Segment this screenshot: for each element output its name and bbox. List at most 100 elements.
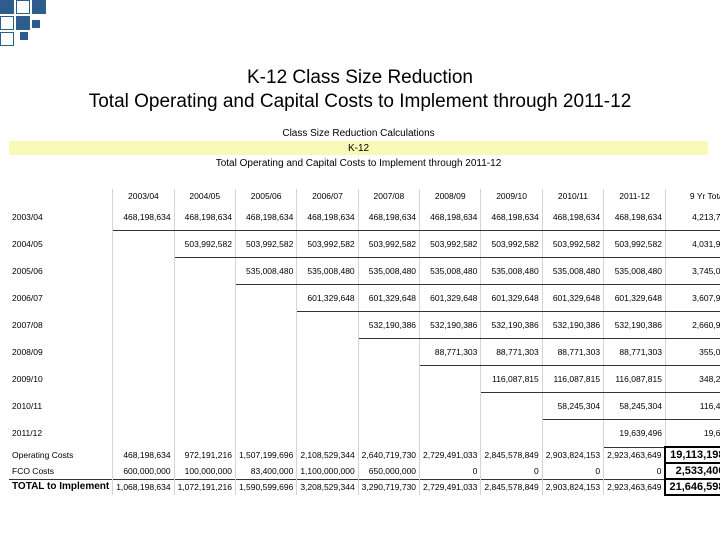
table-row: 2006/07 601,329,648 601,329,648 601,329,648…	[9, 284, 720, 312]
table-cell: 532,190,386	[603, 311, 666, 339]
table-cell: 503,992,582	[174, 230, 236, 258]
table-cell: 503,992,582	[480, 230, 543, 258]
table-cell: 88,771,303	[603, 338, 666, 366]
table-cell	[358, 419, 421, 447]
square-1	[0, 0, 14, 14]
square-2	[16, 0, 30, 14]
table-cell: 503,992,582	[603, 230, 666, 258]
table-cell	[174, 392, 236, 420]
table-cell: 58,245,304	[542, 392, 605, 420]
table-cell: 468,198,634	[112, 204, 175, 231]
table-cell: 2,660,951,930	[665, 311, 720, 339]
table-cell: 116,490,608	[665, 392, 720, 420]
square-8	[20, 32, 28, 40]
table-cell	[235, 311, 298, 339]
total-cell: 0	[542, 463, 605, 479]
table-cell: 535,008,480	[296, 257, 359, 285]
table-cell: 532,190,386	[419, 311, 482, 339]
grand-total-cell: 21,646,598,764	[664, 478, 720, 496]
table-cell: 468,198,634	[235, 204, 298, 231]
cost-table: 2003/04 2004/05 2005/06 2006/07 2007/08 …	[9, 189, 720, 496]
total-cell: 3,290,719,730	[358, 478, 421, 495]
table-cell: 348,263,443	[665, 365, 720, 393]
row-label: 2009/10	[9, 365, 114, 393]
total-cell: 3,208,529,344	[296, 478, 359, 495]
table-cell	[296, 419, 359, 447]
table-cell: 601,329,648	[480, 284, 543, 312]
table-cell	[112, 365, 175, 393]
table-cell	[542, 419, 605, 447]
square-4	[0, 16, 14, 30]
table-cell	[296, 392, 359, 420]
total-cell: 2,845,578,849	[480, 447, 543, 463]
table-cell	[235, 338, 298, 366]
table-cell	[358, 392, 421, 420]
total-cell: 650,000,000	[358, 463, 421, 479]
table-cell	[174, 311, 236, 339]
square-3	[32, 0, 46, 14]
table-cell: 468,198,634	[419, 204, 482, 231]
table-cell: 116,087,815	[603, 365, 666, 393]
table-cell: 601,329,648	[419, 284, 482, 312]
table-cell: 601,329,648	[542, 284, 605, 312]
total-cell: 2,923,463,649	[603, 447, 666, 463]
total-cell: 972,191,216	[174, 447, 236, 463]
square-7	[32, 20, 40, 28]
row-label: 2003/04	[9, 204, 114, 231]
table-cell: 88,771,303	[480, 338, 543, 366]
sheet-subtitle: Total Operating and Capital Costs to Imp…	[215, 158, 502, 169]
row-label: 2004/05	[9, 230, 114, 258]
table-row: 2008/09 88,771,303 88,771,303 88,771,303 88,…	[9, 338, 720, 366]
table-cell	[112, 392, 175, 420]
table-row: 2007/08 532,190,386 532,190,386 532,190,386…	[9, 311, 720, 339]
table-cell	[174, 284, 236, 312]
total-cell: 1,100,000,000	[296, 463, 359, 479]
total-label: Operating Costs	[9, 447, 114, 463]
sheet-subheading: K-12	[347, 143, 370, 154]
col-header: 9 Yr Total	[665, 189, 720, 204]
table-cell: 532,190,386	[480, 311, 543, 339]
table-cell: 503,992,582	[358, 230, 421, 258]
total-cell: 0	[419, 463, 482, 479]
table-cell	[419, 419, 482, 447]
table-cell	[296, 311, 359, 339]
title-line-1: K-12 Class Size Reduction	[247, 67, 473, 88]
table-row: 2009/10 116,087,815 116,087,815 116,087,815…	[9, 365, 720, 393]
table-cell	[174, 365, 236, 393]
table-cell: 3,607,977,888	[665, 284, 720, 312]
spreadsheet: Class Size Reduction Calculations K-12 T…	[9, 125, 720, 497]
total-cell: 1,072,191,216	[174, 478, 236, 495]
table-cell: 535,008,480	[235, 257, 298, 285]
table-cell: 503,992,582	[296, 230, 359, 258]
total-cell: 0	[603, 463, 666, 479]
table-cell	[480, 392, 543, 420]
table-cell	[296, 365, 359, 393]
square-6	[0, 32, 14, 46]
table-cell: 88,771,303	[419, 338, 482, 366]
header-row: 2003/04 2004/05 2005/06 2006/07 2007/08 …	[9, 189, 720, 204]
table-row: 2003/04 468,198,634 468,198,634 468,198,634…	[9, 204, 720, 231]
table-cell	[112, 257, 175, 285]
table-cell: 58,245,304	[603, 392, 666, 420]
total-cell: 2,903,824,153	[542, 447, 605, 463]
table-cell	[235, 392, 298, 420]
col-header: 2006/07	[296, 189, 359, 204]
table-cell: 468,198,634	[296, 204, 359, 231]
col-header: 2004/05	[174, 189, 236, 204]
table-cell: 535,008,480	[419, 257, 482, 285]
table-cell: 468,198,634	[603, 204, 666, 231]
table-cell	[112, 284, 175, 312]
table-cell: 601,329,648	[603, 284, 666, 312]
table-cell	[112, 419, 175, 447]
table-cell: 532,190,386	[542, 311, 605, 339]
total-cell: 2,903,824,153	[542, 478, 605, 495]
sheet-heading: Class Size Reduction Calculations	[282, 128, 435, 139]
table-cell	[112, 230, 175, 258]
total-cell: 468,198,634	[112, 447, 175, 463]
table-cell	[480, 419, 543, 447]
row-label: 2007/08	[9, 311, 114, 339]
table-cell: 19,639,496	[665, 419, 720, 448]
total-cell: 2,729,491,033	[419, 447, 482, 463]
table-cell	[174, 419, 236, 447]
table-cell: 468,198,634	[480, 204, 543, 231]
